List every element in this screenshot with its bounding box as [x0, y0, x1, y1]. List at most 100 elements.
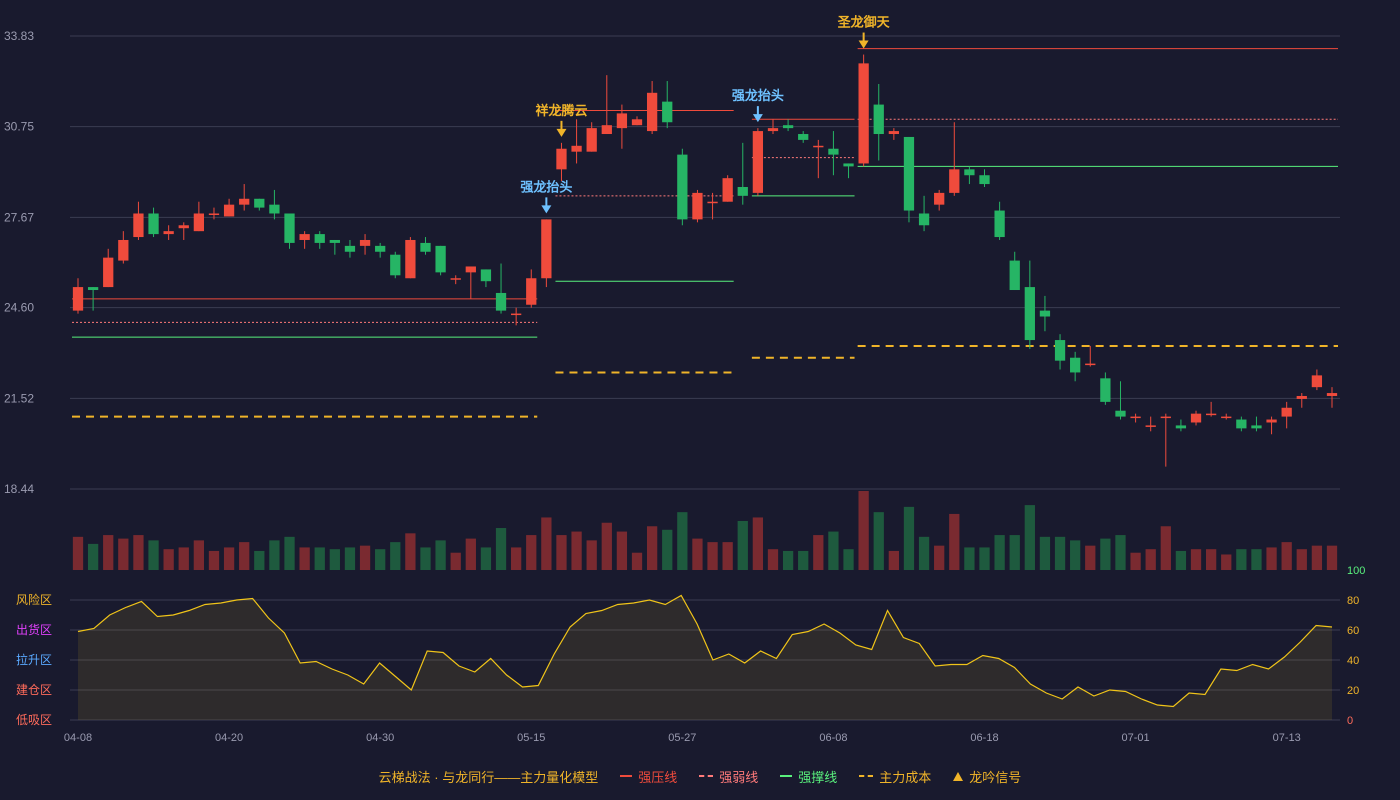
volume-bar	[299, 547, 310, 570]
chart-legend: 云梯战法 · 与龙同行——主力量化模型 强压线 强弱线 强撑线 主力成本 龙吟信…	[0, 764, 1400, 788]
candle-body	[103, 257, 114, 288]
legend-title-text: 云梯战法 · 与龙同行——主力量化模型	[378, 769, 599, 785]
candle-body	[208, 213, 220, 215]
signal-label: 强龙抬头	[520, 179, 572, 194]
volume-bar	[646, 526, 658, 570]
volume-bar	[1160, 526, 1171, 570]
volume-bar	[677, 512, 688, 570]
zone-label: 出货区	[16, 622, 52, 637]
volume-bar	[752, 517, 764, 570]
volume-bar	[934, 545, 945, 570]
price-tick-label: 24.60	[4, 301, 34, 315]
candle-body	[72, 287, 84, 311]
candle-body	[239, 198, 250, 205]
date-tick-label: 07-01	[1122, 732, 1150, 744]
candle-body	[1296, 395, 1307, 399]
signal-triangle-icon	[953, 771, 964, 781]
candle-body	[163, 231, 174, 235]
volume-bar	[1100, 538, 1111, 570]
volume-bar	[1009, 535, 1020, 570]
volume-bar	[1190, 549, 1202, 570]
candle-body	[1130, 416, 1141, 419]
candle-body	[526, 278, 537, 305]
volume-bar	[1130, 552, 1141, 570]
candle-body	[662, 101, 673, 123]
indicator-tick-label: 20	[1347, 685, 1359, 697]
volume-bar	[375, 549, 386, 570]
indicator-tick-label: 40	[1347, 655, 1359, 667]
candle-body	[1039, 310, 1051, 317]
legend-weak: 强弱线	[699, 767, 758, 786]
volume-bar	[918, 536, 930, 570]
chart-canvas: 33.83 30.75 27.67 24.60 21.52 18.44 04-08 04-20…	[4, 15, 1365, 744]
candle-body	[918, 213, 930, 226]
volume-bar	[888, 550, 899, 570]
zone-label: 建仓区	[16, 683, 52, 697]
volume-bar	[798, 550, 809, 570]
volume-bar	[208, 550, 220, 570]
candle-body	[1175, 425, 1187, 429]
legend-cost-label: 主力成本	[879, 769, 932, 785]
volume-bar	[949, 513, 960, 570]
candle-body	[375, 245, 386, 252]
volume-bar	[631, 552, 643, 570]
volume-bar	[813, 535, 824, 570]
candle-body	[646, 92, 658, 132]
volume-bar	[767, 549, 779, 570]
candle-body	[1160, 416, 1171, 419]
legend-pressure: 强压线	[620, 767, 677, 786]
date-tick-label: 04-08	[64, 732, 92, 744]
candle-body	[223, 204, 235, 217]
date-tick-label: 06-18	[970, 732, 998, 744]
volume-bar	[571, 531, 582, 570]
volume-bar	[329, 549, 340, 570]
candle-body	[1251, 425, 1262, 429]
legend-signal-label: 龙吟信号	[969, 769, 1022, 785]
legend-support: 强撑线	[780, 767, 837, 786]
legend-pressure-label: 强压线	[638, 769, 678, 785]
candle-body	[1009, 260, 1020, 291]
volume-bar	[1054, 536, 1066, 570]
volume-bar	[178, 547, 189, 570]
candle-body	[798, 134, 809, 140]
candle-body	[148, 213, 159, 235]
date-tick-label: 07-13	[1273, 732, 1301, 744]
legend-cost: 主力成本	[859, 767, 931, 786]
volume-bar	[979, 547, 990, 570]
indicator-line	[77, 594, 1333, 708]
candle-body	[1221, 416, 1232, 419]
volume-bar	[1296, 549, 1307, 570]
candle-body	[314, 234, 325, 243]
volume-bar	[511, 547, 522, 570]
candle-body	[722, 178, 733, 202]
volume-bar	[1039, 536, 1051, 570]
legend-signal: 龙吟信号	[953, 767, 1021, 786]
candle-body	[858, 63, 869, 164]
candle-body	[511, 313, 522, 316]
candle-body	[1100, 378, 1111, 402]
candle-body	[964, 169, 975, 176]
volume-bar	[1326, 545, 1338, 570]
volume-bar	[1281, 542, 1292, 570]
volume-bar	[103, 535, 114, 570]
volume-bar	[1251, 549, 1262, 570]
volume-bar	[1236, 549, 1247, 570]
volume-bar	[1070, 540, 1081, 570]
candle-body	[118, 239, 129, 261]
volume-bar	[903, 506, 915, 570]
price-tick-label: 30.75	[4, 120, 34, 134]
candle-body	[178, 225, 189, 229]
zone-label: 低吸区	[16, 713, 52, 727]
weak-line-icon	[699, 775, 714, 777]
volume-bar	[616, 531, 628, 570]
candle-body	[903, 136, 915, 211]
volume-bar	[692, 538, 703, 570]
candle-body	[571, 145, 582, 152]
date-tick-label: 06-08	[819, 732, 847, 744]
candle-body	[1311, 375, 1323, 388]
volume-bar	[1024, 505, 1035, 570]
candle-body	[888, 131, 899, 135]
volume-bar	[133, 535, 144, 570]
volume-bar	[390, 542, 401, 570]
date-tick-label: 04-30	[366, 732, 394, 744]
